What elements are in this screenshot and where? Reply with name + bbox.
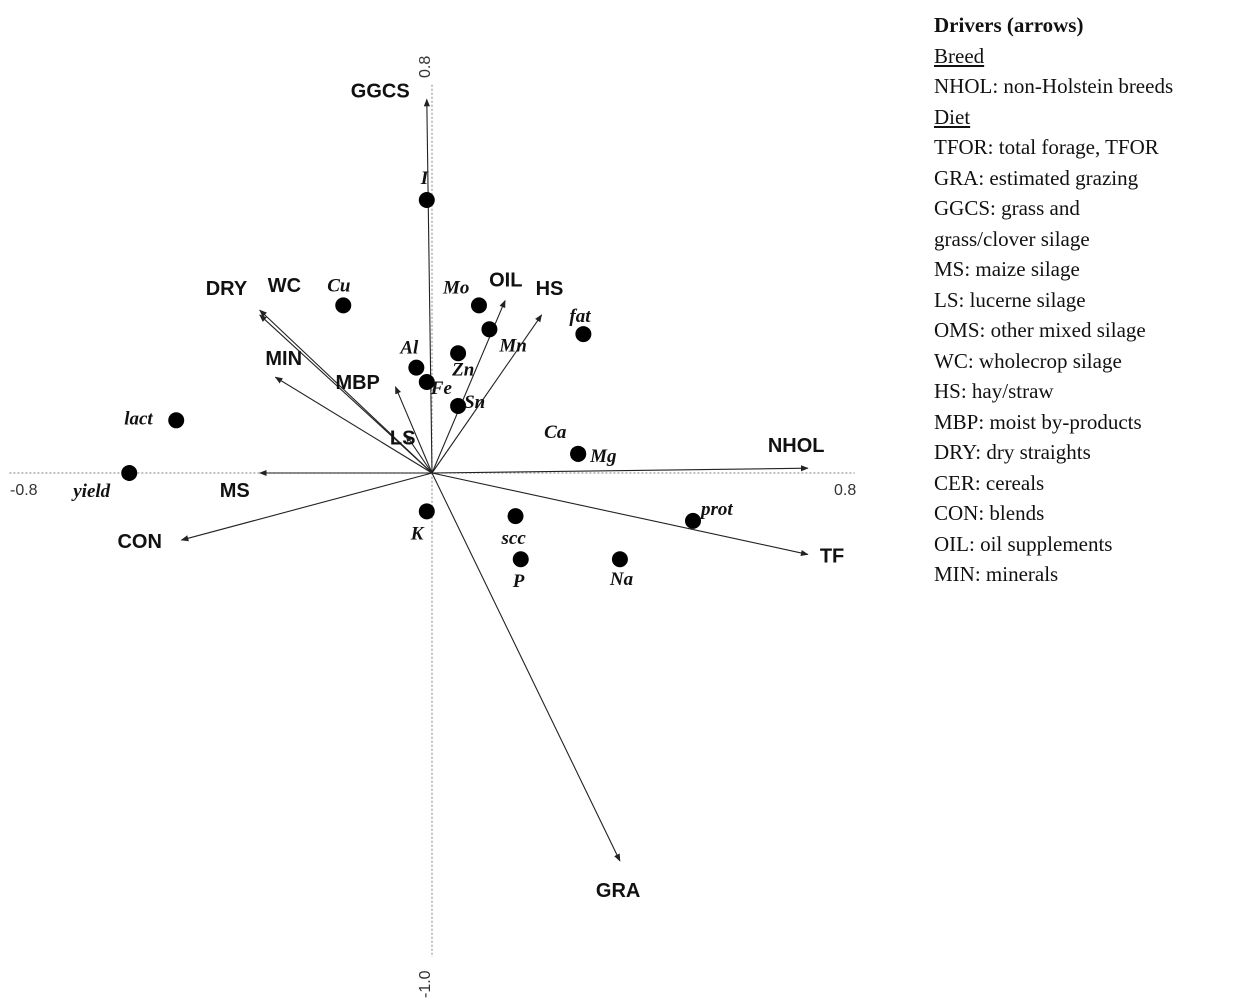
point-na (611, 551, 628, 568)
x-tick-min: -0.8 (10, 482, 38, 499)
arrow-label-gra: GRA (596, 880, 640, 902)
legend-title: Drivers (arrows) (934, 13, 1084, 37)
arrow-nhol (431, 465, 809, 474)
point-sn (450, 397, 467, 414)
biplot: GGCS DRY WC MIN MBP LS OIL HS NHOL TF GRA MS CON I Cu… (9, 56, 856, 998)
arrow-label-tf: TF (820, 545, 844, 567)
point-label-fe: Fe (430, 378, 453, 399)
arrow-label-nhol: NHOL (768, 435, 825, 457)
point-label-yield: yield (71, 481, 110, 502)
point-label-mg: Mg (589, 446, 616, 467)
legend: Drivers (arrows) Breed NHOL: non-Holstei… (934, 10, 1244, 590)
legend-item: grass/clover silage (934, 226, 1090, 251)
legend-item: CER: cereals (934, 470, 1045, 495)
arrow-label-ls: LS (390, 428, 416, 450)
point-mg (570, 445, 587, 462)
arrow-mbp (394, 386, 433, 474)
point-label-zn: Zn (451, 359, 474, 380)
point-label-cu: Cu (327, 275, 350, 296)
point-label-na: Na (609, 569, 634, 590)
legend-item: MBP: moist by-products (934, 409, 1142, 434)
legend-item: HS: hay/straw (934, 379, 1054, 403)
point-mn (481, 321, 498, 338)
arrow-label-con: CON (117, 531, 161, 553)
arrow-dry (259, 314, 433, 474)
arrow-hs (431, 314, 543, 474)
point-label-fat: fat (569, 306, 591, 327)
arrow-min (274, 376, 433, 474)
legend-item: DRY: dry straights (934, 440, 1091, 464)
arrow-tf (431, 472, 809, 556)
legend-item: WC: wholecrop silage (934, 348, 1122, 373)
arrow-label-hs: HS (536, 278, 564, 300)
driver-arrows: GGCS DRY WC MIN MBP LS OIL HS NHOL TF GRA MS CON (117, 80, 844, 902)
legend-item: MS: maize silage (934, 257, 1080, 281)
point-p (512, 551, 529, 568)
axis-ticks: -0.8 0.8 0.8 -1.0 (10, 56, 856, 998)
point-lact (168, 412, 185, 429)
arrow-ggcs (423, 98, 433, 474)
point-mo (470, 297, 487, 314)
arrow-wc (259, 309, 433, 474)
point-label-mo: Mo (442, 277, 469, 298)
arrow-label-ggcs: GGCS (351, 80, 410, 102)
legend-item: NHOL: non-Holstein breeds (934, 74, 1174, 98)
point-label-prot: prot (699, 499, 733, 520)
legend-item: LS: lucerne silage (934, 287, 1086, 312)
arrow-label-mbp: MBP (335, 372, 379, 394)
point-label-k: K (410, 523, 425, 544)
point-al (408, 359, 425, 376)
point-scc (507, 508, 524, 525)
legend-group-label: Diet (934, 104, 971, 129)
legend-item: CON: blends (934, 501, 1045, 525)
legend-item: OIL: oil supplements (934, 531, 1113, 556)
arrow-con (180, 472, 433, 542)
point-label-lact: lact (124, 408, 153, 429)
point-prot (685, 512, 701, 529)
legend-item: MIN: minerals (934, 562, 1059, 586)
point-k (418, 503, 435, 520)
point-label-mn: Mn (498, 335, 526, 356)
point-label-i: I (420, 168, 429, 189)
arrow-label-wc: WC (268, 275, 301, 297)
legend-group-label: Breed (934, 43, 985, 68)
legend-item: GRA: estimated grazing (934, 165, 1139, 190)
point-label-al: Al (399, 338, 419, 359)
y-tick-max: 0.8 (417, 56, 434, 78)
point-label-sn: Sn (464, 392, 485, 413)
arrow-label-min: MIN (265, 348, 302, 370)
point-zn (450, 345, 467, 362)
legend-item: TFOR: total forage, TFOR (934, 135, 1159, 159)
arrow-label-ms: MS (220, 480, 250, 502)
point-fat (575, 326, 592, 343)
point-label-scc: scc (501, 528, 527, 549)
point-yield (121, 465, 138, 481)
legend-group-breed: Breed NHOL: non-Holstein breeds (934, 41, 1244, 102)
point-cu (335, 297, 352, 314)
arrow-ls (405, 434, 433, 474)
legend-item: GGCS: grass and (934, 196, 1080, 220)
point-i (418, 191, 435, 208)
point-fe (418, 373, 435, 390)
point-label-ca: Ca (544, 422, 567, 443)
x-tick-max: 0.8 (834, 482, 856, 499)
legend-group-diet: Diet TFOR: total forage, TFOR GRA: estim… (934, 102, 1244, 590)
point-label-p: P (512, 571, 525, 592)
legend-item: OMS: other mixed silage (934, 318, 1146, 342)
arrow-gra (431, 472, 621, 862)
axes (9, 84, 855, 957)
arrow-label-dry: DRY (206, 278, 248, 300)
arrow-label-oil: OIL (489, 270, 522, 292)
y-tick-min: -1.0 (417, 970, 434, 998)
